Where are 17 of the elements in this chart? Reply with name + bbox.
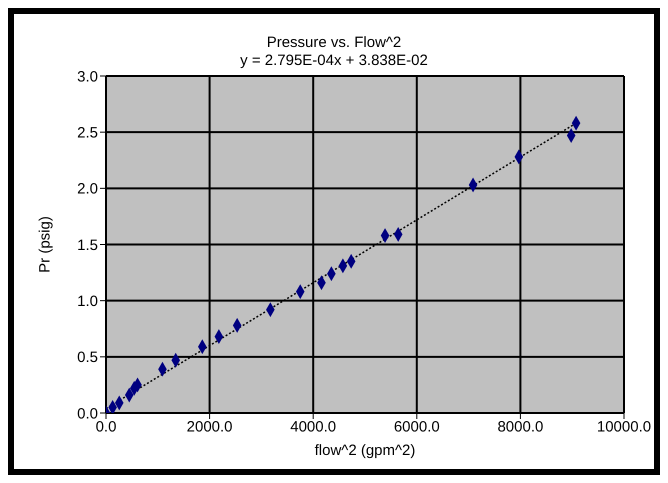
y-tick-label: 2.0 [77,180,98,198]
x-tick-label: 4000.0 [290,418,336,436]
x-tick-label: 10000.0 [596,418,652,436]
x-axis-title: flow^2 (gpm^2) [314,442,416,459]
y-axis-title: Pr (psig) [36,216,54,273]
y-tick-label: 3.0 [77,68,98,86]
x-tick-label: 8000.0 [497,418,544,436]
y-tick-label: 1.5 [77,236,98,254]
x-tick-label: 2000.0 [186,418,233,436]
x-tick-label: 6000.0 [394,418,440,436]
y-tick-label: 0.5 [77,349,98,366]
chart-subtitle: y = 2.795E-04x + 3.838E-02 [239,52,429,70]
y-tick-label: 0.0 [77,405,98,422]
y-tick-label: 1.0 [77,292,98,310]
chart-title: Pressure vs. Flow^2 [266,34,402,52]
y-tick-label: 2.5 [77,124,98,142]
x-tick-label: 0.0 [96,418,116,436]
